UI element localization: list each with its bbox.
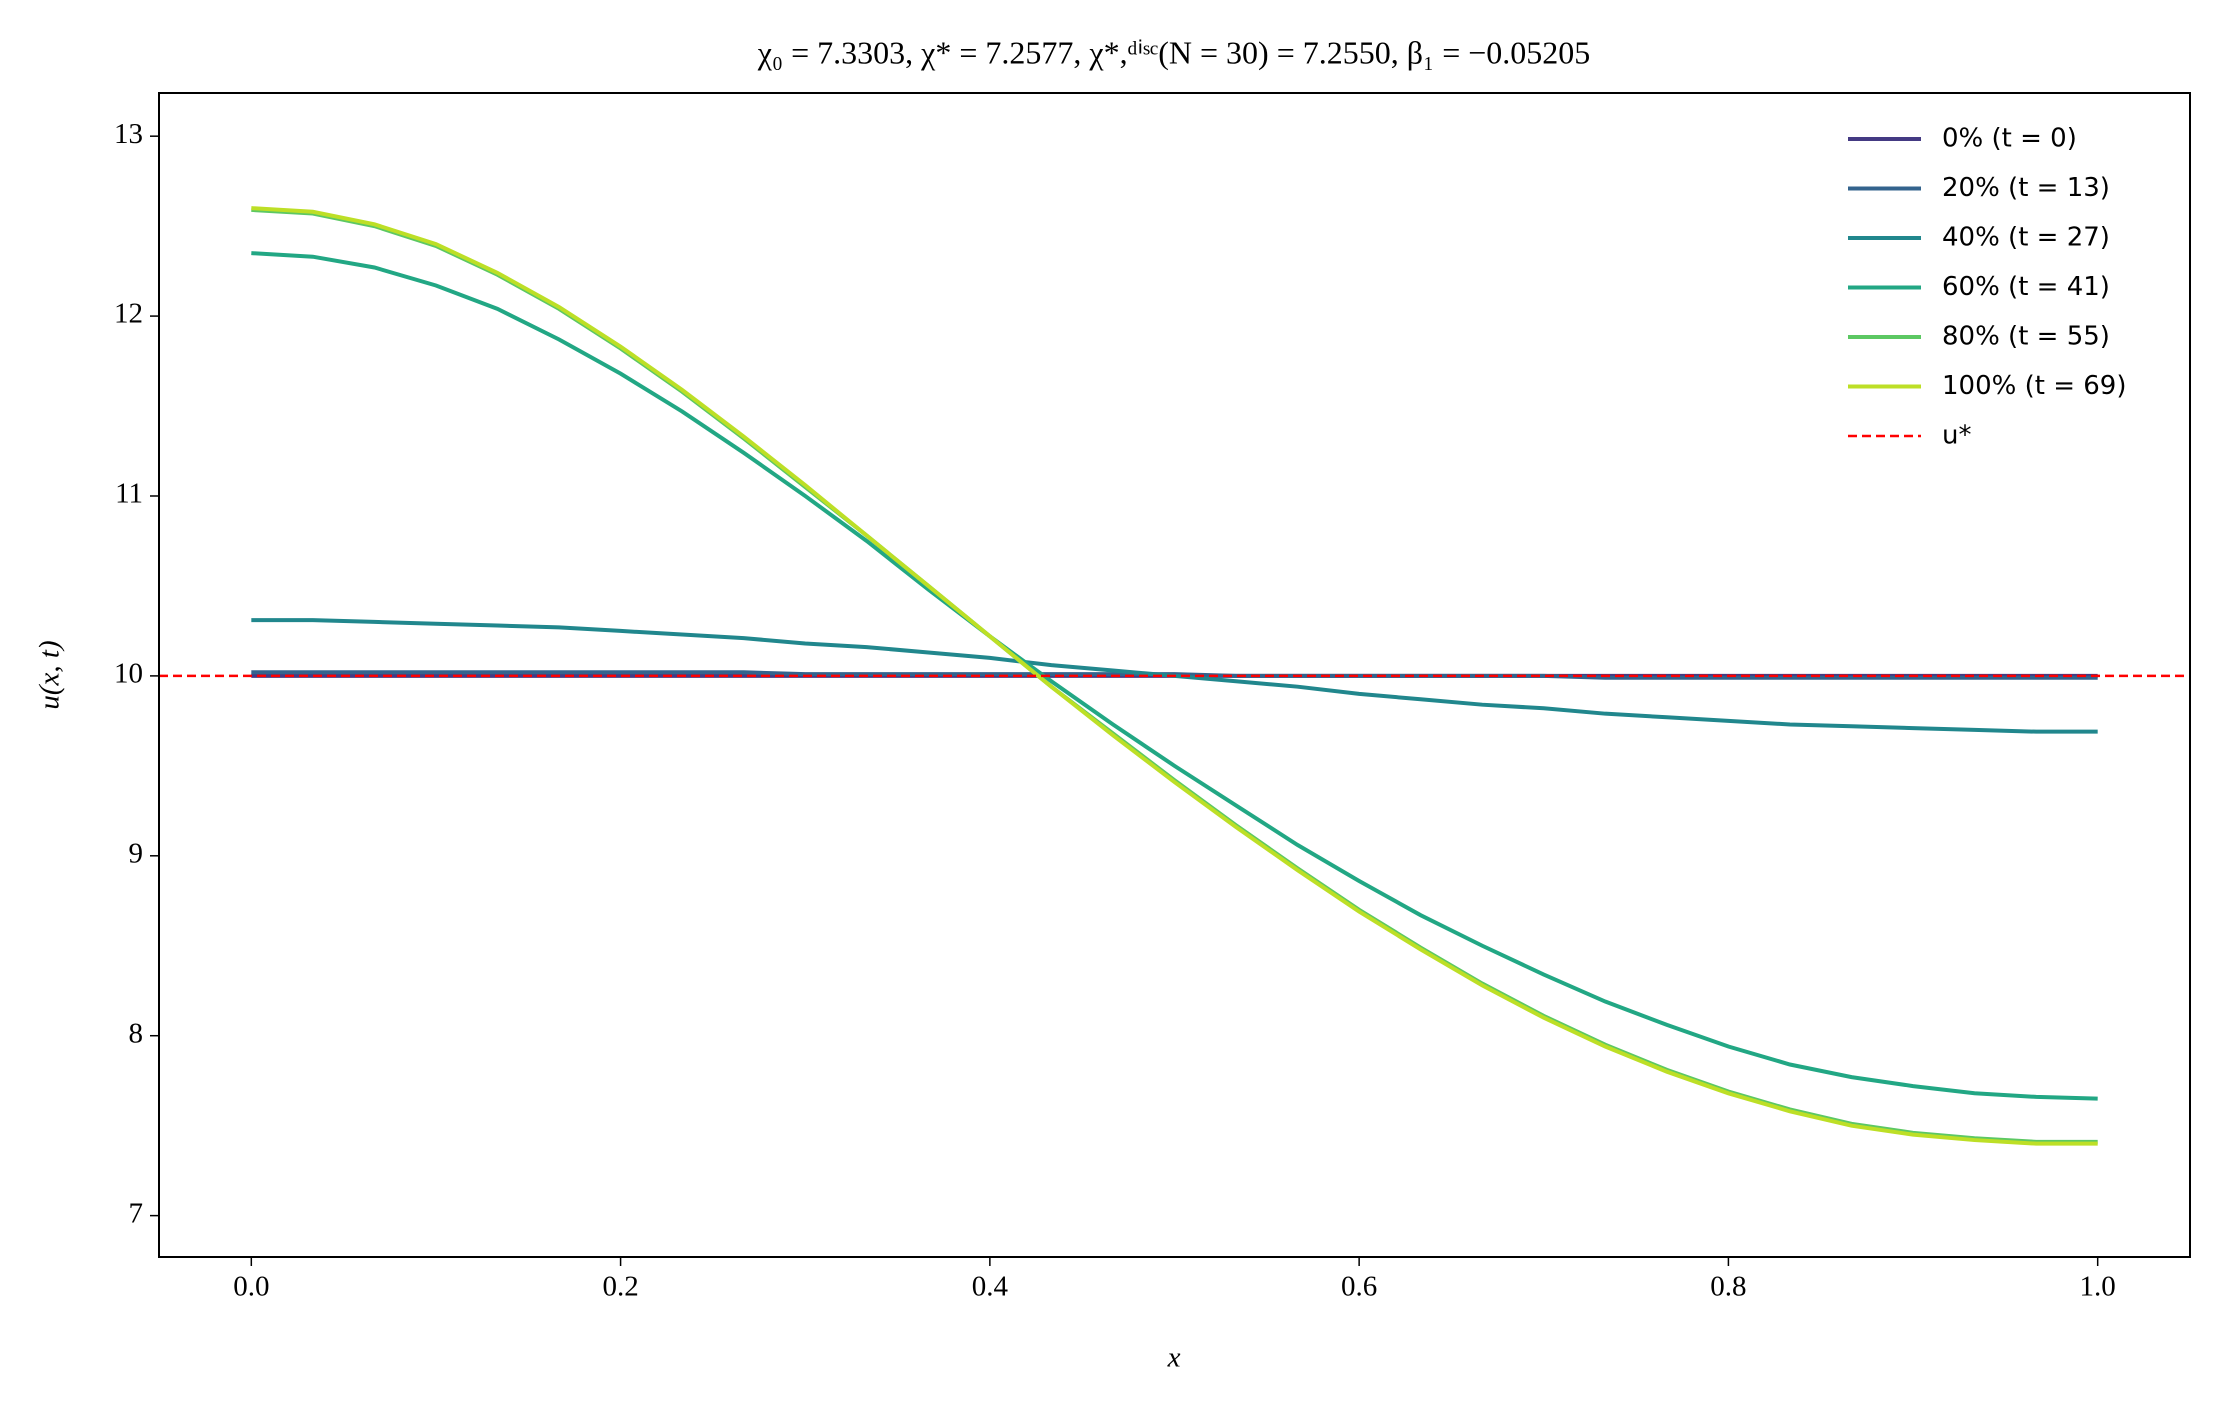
- y-tick-label: 9: [129, 837, 144, 869]
- series-line: [251, 251, 2098, 1101]
- x-axis-label: x: [1167, 1342, 1181, 1374]
- y-tick-label: 7: [129, 1197, 144, 1229]
- plot-frame: [158, 92, 2191, 1258]
- x-tick-label: 1.0: [2080, 1271, 2116, 1303]
- x-tick-label: 0.6: [1341, 1271, 1377, 1303]
- legend-label: 40% (t = 27): [1942, 223, 2110, 253]
- y-axis-label: u(x, t): [34, 640, 66, 709]
- x-tick-label: 0.0: [233, 1271, 269, 1303]
- legend-label: u*: [1942, 421, 1971, 451]
- legend-label: 100% (t = 69): [1942, 371, 2126, 401]
- y-tick-label: 11: [115, 478, 143, 510]
- x-tick-label: 0.4: [972, 1271, 1009, 1303]
- x-tick-label: 0.2: [602, 1271, 638, 1303]
- legend-label: 80% (t = 55): [1942, 322, 2110, 352]
- series-line: [251, 206, 2098, 1146]
- legend-label: 20% (t = 13): [1942, 173, 2110, 203]
- y-tick-label: 12: [114, 298, 143, 330]
- x-tick-label: 0.8: [1710, 1271, 1746, 1303]
- y-tick-label: 13: [114, 118, 143, 150]
- legend-label: 0% (t = 0): [1942, 124, 2077, 154]
- y-tick-label: 8: [129, 1017, 144, 1049]
- y-tick-label: 10: [114, 658, 143, 690]
- legend-label: 60% (t = 41): [1942, 272, 2110, 302]
- chart-title: χ₀ = 7.3303, χ* = 7.2577, χ*,ᵈⁱˢᶜ(N = 30…: [757, 34, 1591, 70]
